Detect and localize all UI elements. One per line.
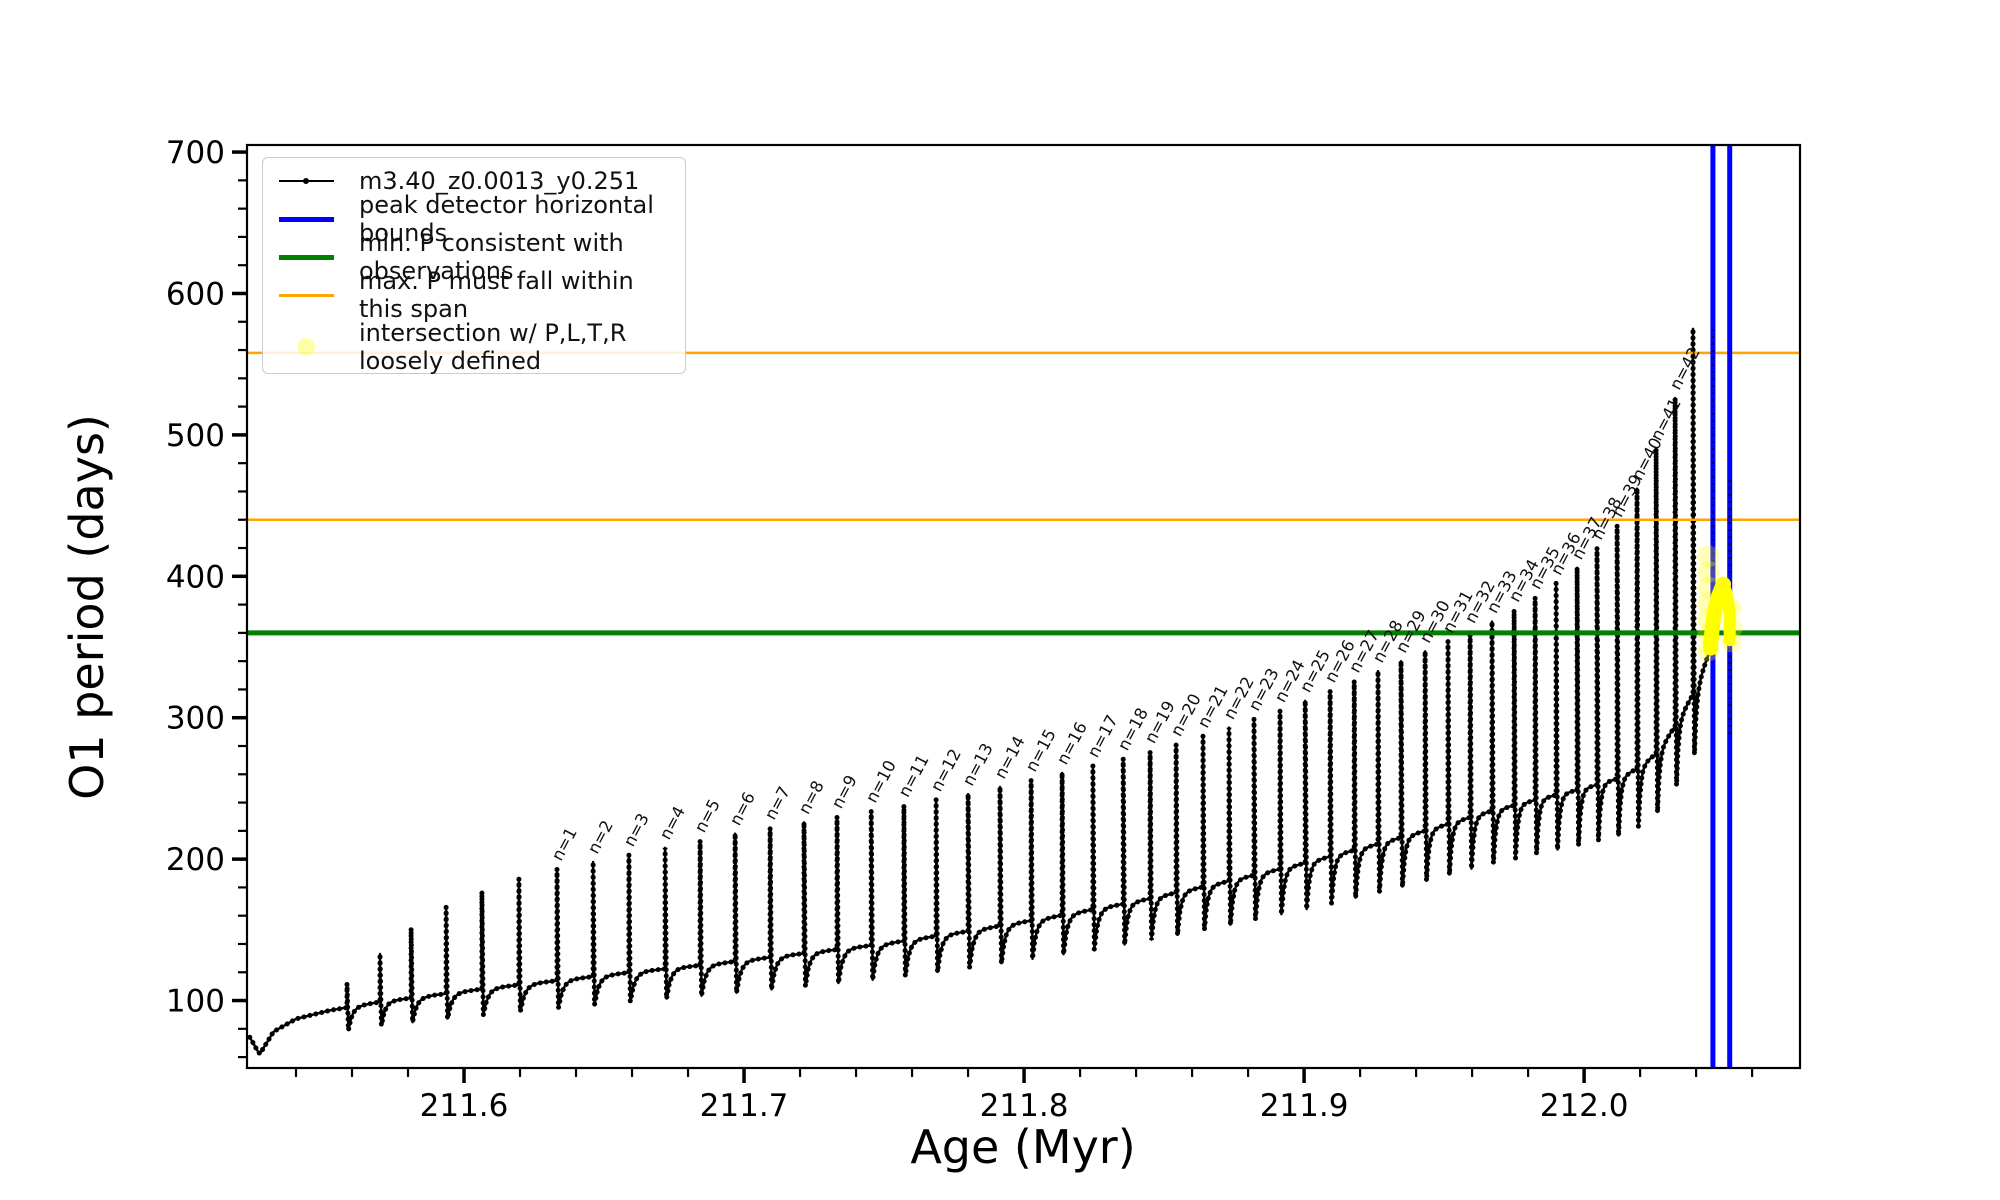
legend-label: min. P consistent with observations	[359, 229, 624, 285]
svg-text:n=8: n=8	[795, 778, 828, 818]
svg-text:n=3: n=3	[620, 810, 653, 850]
legend-item-intersection: intersection w/ P,L,T,R loosely defined	[273, 314, 685, 380]
green-line-swatch	[279, 254, 334, 260]
svg-text:n=11: n=11	[895, 751, 933, 800]
svg-text:400: 400	[166, 559, 225, 595]
legend-label: max. P must fall within this span	[359, 267, 634, 323]
svg-text:200: 200	[166, 842, 225, 878]
svg-text:100: 100	[166, 984, 225, 1020]
svg-text:n=13: n=13	[959, 740, 997, 789]
svg-text:n=7: n=7	[761, 783, 794, 823]
svg-text:600: 600	[166, 276, 225, 312]
legend-item-max-p: max. P must fall within this span	[273, 267, 685, 323]
svg-text:n=17: n=17	[1084, 712, 1122, 761]
svg-text:n=12: n=12	[927, 746, 965, 795]
svg-text:n=14: n=14	[991, 733, 1029, 782]
svg-text:n=15: n=15	[1022, 726, 1060, 775]
legend-item-series: m3.40_z0.0013_y0.251	[273, 162, 685, 200]
svg-text:n=10: n=10	[862, 757, 900, 806]
blue-line-swatch	[279, 216, 334, 222]
legend-label: peak detector horizontal bounds	[359, 191, 654, 247]
svg-text:500: 500	[166, 418, 225, 454]
svg-text:700: 700	[166, 135, 225, 171]
svg-text:211.6: 211.6	[420, 1088, 509, 1124]
svg-text:n=1: n=1	[548, 824, 581, 864]
svg-text:n=9: n=9	[828, 772, 861, 812]
svg-text:n=2: n=2	[584, 817, 617, 857]
legend: m3.40_z0.0013_y0.251 peak detector horiz…	[262, 157, 686, 375]
orange-line-swatch	[279, 293, 334, 297]
yellow-dot-swatch	[297, 338, 315, 356]
x-axis-label: Age (Myr)	[910, 1120, 1135, 1174]
svg-text:211.7: 211.7	[700, 1088, 789, 1124]
legend-label: intersection w/ P,L,T,R loosely defined	[359, 319, 627, 375]
legend-item-peak-bounds: peak detector horizontal bounds	[273, 191, 685, 247]
svg-text:n=5: n=5	[691, 796, 724, 836]
svg-text:211.8: 211.8	[980, 1088, 1069, 1124]
svg-text:n=4: n=4	[656, 803, 689, 843]
series-line-dot-swatch	[279, 170, 334, 192]
legend-item-min-p: min. P consistent with observations	[273, 229, 685, 285]
svg-text:n=42: n=42	[1666, 344, 1704, 393]
axes-ticks: 211.6 211.7 211.8 211.9 212.0 100 200 300 400 500…	[166, 135, 1754, 1124]
legend-label: m3.40_z0.0013_y0.251	[359, 167, 640, 195]
svg-text:n=41: n=41	[1647, 395, 1685, 444]
svg-text:211.9: 211.9	[1260, 1088, 1349, 1124]
svg-text:300: 300	[166, 701, 225, 737]
svg-text:n=6: n=6	[726, 789, 759, 829]
svg-text:212.0: 212.0	[1540, 1088, 1629, 1124]
svg-text:n=16: n=16	[1053, 719, 1091, 768]
y-axis-label: O1 period (days)	[60, 414, 114, 800]
